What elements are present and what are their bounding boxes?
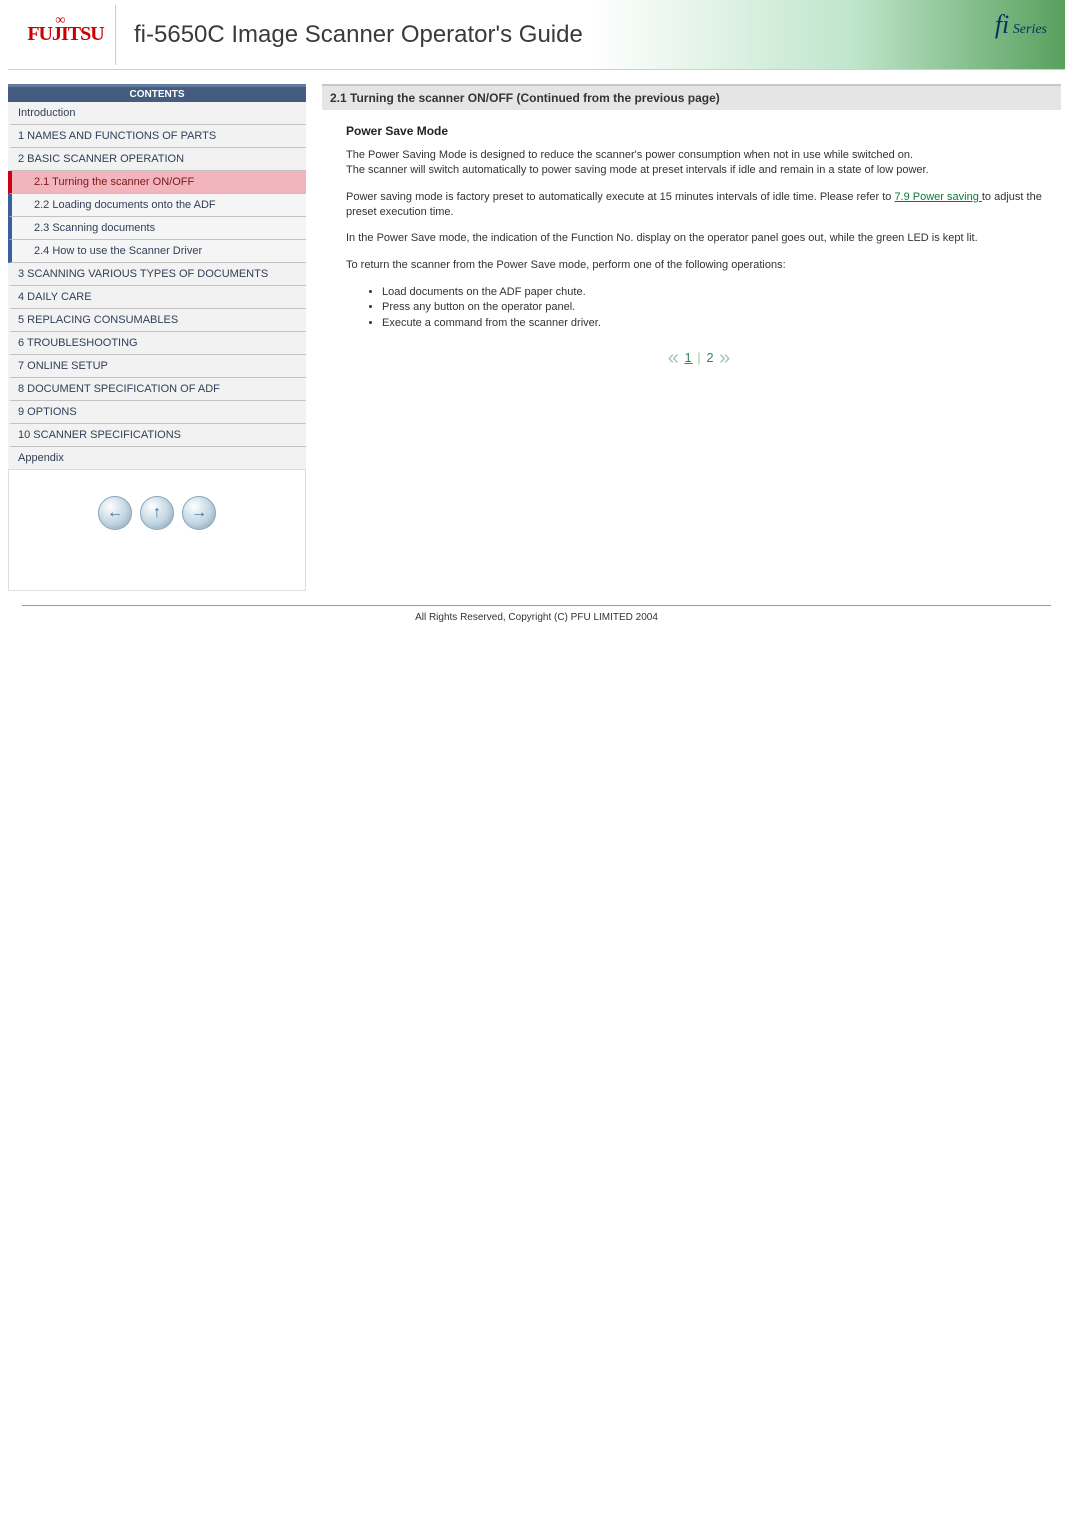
logo-infinity-icon: ∞ xyxy=(55,13,64,29)
power-saving-link[interactable]: 7.9 Power saving xyxy=(894,191,981,203)
pager: « 1 | 2 » xyxy=(346,347,1053,370)
page-title: fi-5650C Image Scanner Operator's Guide xyxy=(134,21,583,49)
brand-logo: ∞FUJITSU xyxy=(16,5,116,65)
toc-item-4[interactable]: 2.2 Loading documents onto the ADF xyxy=(8,194,306,217)
nav-up-button[interactable]: ↑ xyxy=(140,496,174,530)
toc-item-14[interactable]: 10 SCANNER SPECIFICATIONS xyxy=(8,424,306,447)
main-content: 2.1 Turning the scanner ON/OFF (Continue… xyxy=(318,84,1065,591)
toc-item-5[interactable]: 2.3 Scanning documents xyxy=(8,217,306,240)
toc-item-3[interactable]: 2.1 Turning the scanner ON/OFF xyxy=(8,171,306,194)
toc-item-2[interactable]: 2 BASIC SCANNER OPERATION xyxy=(8,148,306,171)
copyright: All Rights Reserved, Copyright (C) PFU L… xyxy=(8,612,1065,623)
paragraph-4: To return the scanner from the Power Sav… xyxy=(346,258,1053,273)
toc-item-7[interactable]: 3 SCANNING VARIOUS TYPES OF DOCUMENTS xyxy=(8,263,306,286)
pager-page-2: 2 xyxy=(706,350,714,365)
footer-rule xyxy=(22,605,1051,606)
contents-header: CONTENTS xyxy=(8,84,306,102)
paragraph-3: In the Power Save mode, the indication o… xyxy=(346,231,1053,246)
paragraph-2: Power saving mode is factory preset to a… xyxy=(346,190,1053,220)
pager-next[interactable]: » xyxy=(719,347,731,369)
toc-item-13[interactable]: 9 OPTIONS xyxy=(8,401,306,424)
paragraph-1: The Power Saving Mode is designed to red… xyxy=(346,148,1053,178)
operation-item-1: Press any button on the operator panel. xyxy=(382,300,1053,315)
arrow-left-icon: ← xyxy=(107,504,123,522)
subheading: Power Save Mode xyxy=(346,124,1053,138)
operation-item-2: Execute a command from the scanner drive… xyxy=(382,316,1053,331)
toc-item-1[interactable]: 1 NAMES AND FUNCTIONS OF PARTS xyxy=(8,125,306,148)
nav-buttons: ← ↑ → xyxy=(8,469,306,591)
operation-item-0: Load documents on the ADF paper chute. xyxy=(382,285,1053,300)
toc-item-0[interactable]: Introduction xyxy=(8,102,306,125)
pager-prev[interactable]: « xyxy=(668,347,680,369)
header: ∞FUJITSU fi-5650C Image Scanner Operator… xyxy=(8,0,1065,70)
toc-item-6[interactable]: 2.4 How to use the Scanner Driver xyxy=(8,240,306,263)
pager-page-1[interactable]: 1 xyxy=(684,350,692,365)
series-badge: fi Series xyxy=(995,10,1047,40)
nav-back-button[interactable]: ← xyxy=(98,496,132,530)
table-of-contents: Introduction1 NAMES AND FUNCTIONS OF PAR… xyxy=(8,102,306,470)
operation-list: Load documents on the ADF paper chute.Pr… xyxy=(382,285,1053,331)
sidebar: CONTENTS Introduction1 NAMES AND FUNCTIO… xyxy=(8,84,318,591)
arrow-up-icon: ↑ xyxy=(153,504,161,522)
nav-forward-button[interactable]: → xyxy=(182,496,216,530)
toc-item-8[interactable]: 4 DAILY CARE xyxy=(8,286,306,309)
toc-item-12[interactable]: 8 DOCUMENT SPECIFICATION OF ADF xyxy=(8,378,306,401)
toc-item-9[interactable]: 5 REPLACING CONSUMABLES xyxy=(8,309,306,332)
toc-item-15[interactable]: Appendix xyxy=(8,447,306,470)
toc-item-11[interactable]: 7 ONLINE SETUP xyxy=(8,355,306,378)
toc-item-10[interactable]: 6 TROUBLESHOOTING xyxy=(8,332,306,355)
section-title: 2.1 Turning the scanner ON/OFF (Continue… xyxy=(322,84,1061,110)
arrow-right-icon: → xyxy=(191,504,207,522)
